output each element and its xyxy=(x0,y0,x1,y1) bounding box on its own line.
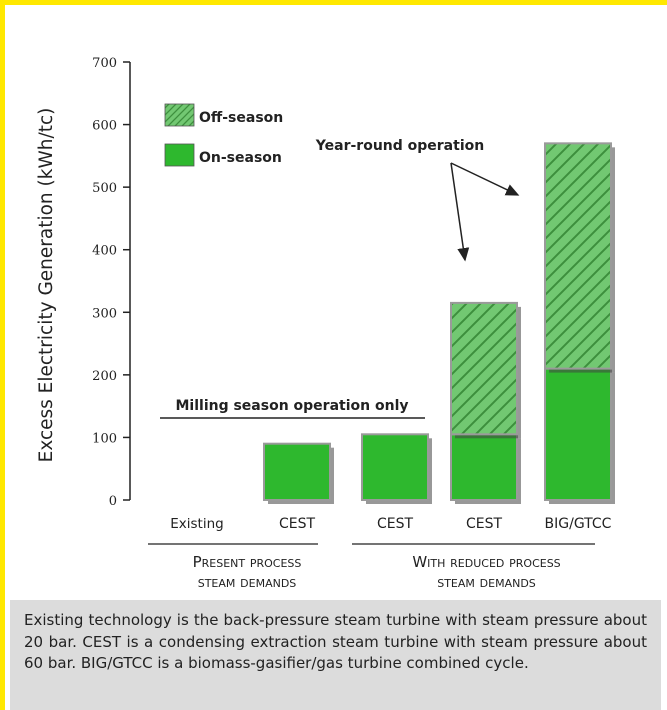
figure-caption: Existing technology is the back-pressure… xyxy=(10,600,661,710)
x-tick-label-cest-2: CEST xyxy=(377,516,414,532)
group-label-1-label_line2: steam demands xyxy=(437,573,536,591)
x-labels-layer: Existing CEST CEST CEST BIG/GTCC xyxy=(170,516,611,532)
y-tick-label: 700 xyxy=(92,56,117,71)
x-tick-label-cest-3: CEST xyxy=(466,516,503,532)
annotation-year-round: Year-round operation xyxy=(315,138,484,154)
bars-layer xyxy=(263,142,615,504)
annotation-milling-season: Milling season operation only xyxy=(175,398,408,414)
group-label-0-label_line1: Present process xyxy=(193,553,302,571)
y-tick-label: 600 xyxy=(92,119,117,134)
y-tick-label: 300 xyxy=(92,306,117,321)
bar-on-season-big-gtcc-4 xyxy=(544,367,612,501)
bar-chart: 0 100 200 300 400 500 600 700 Excess Electricit… xyxy=(36,56,615,591)
y-tick-label: 200 xyxy=(92,369,117,384)
bar-on-season-cest-1 xyxy=(263,442,331,501)
legend-label-on-season: On-season xyxy=(199,150,282,166)
bar-off-season-big-gtcc-4 xyxy=(544,142,612,370)
group-labels-layer: Present process steam demands With reduced… xyxy=(193,553,561,591)
y-tick-label: 0 xyxy=(109,494,117,509)
legend-swatch-on-season xyxy=(164,143,195,167)
y-tick-label: 400 xyxy=(92,244,117,259)
y-ticks-layer: 0 100 200 300 400 500 600 700 xyxy=(92,56,130,509)
group-label-1-label_line1: With reduced process xyxy=(412,553,560,571)
bar-on-season-cest-3 xyxy=(450,433,518,501)
y-tick-label: 500 xyxy=(92,181,117,196)
arrow-year-round-big-gtcc xyxy=(450,162,520,196)
legend: Off-season On-season xyxy=(164,103,283,167)
bar-off-season-cest-3 xyxy=(450,301,518,436)
y-axis-label: Excess Electricity Generation (kWh/tc) xyxy=(36,108,57,463)
legend-label-off-season: Off-season xyxy=(199,110,283,126)
bar-on-season-cest-2 xyxy=(361,433,429,501)
x-tick-label-existing-0: Existing xyxy=(170,516,223,532)
x-tick-label-big-gtcc-4: BIG/GTCC xyxy=(545,516,612,532)
y-tick-label: 100 xyxy=(92,431,117,446)
legend-swatch-off-season xyxy=(164,103,195,127)
x-tick-label-cest-1: CEST xyxy=(279,516,316,532)
arrow-year-round-cest xyxy=(450,162,470,262)
group-label-0-label_line2: steam demands xyxy=(198,573,297,591)
